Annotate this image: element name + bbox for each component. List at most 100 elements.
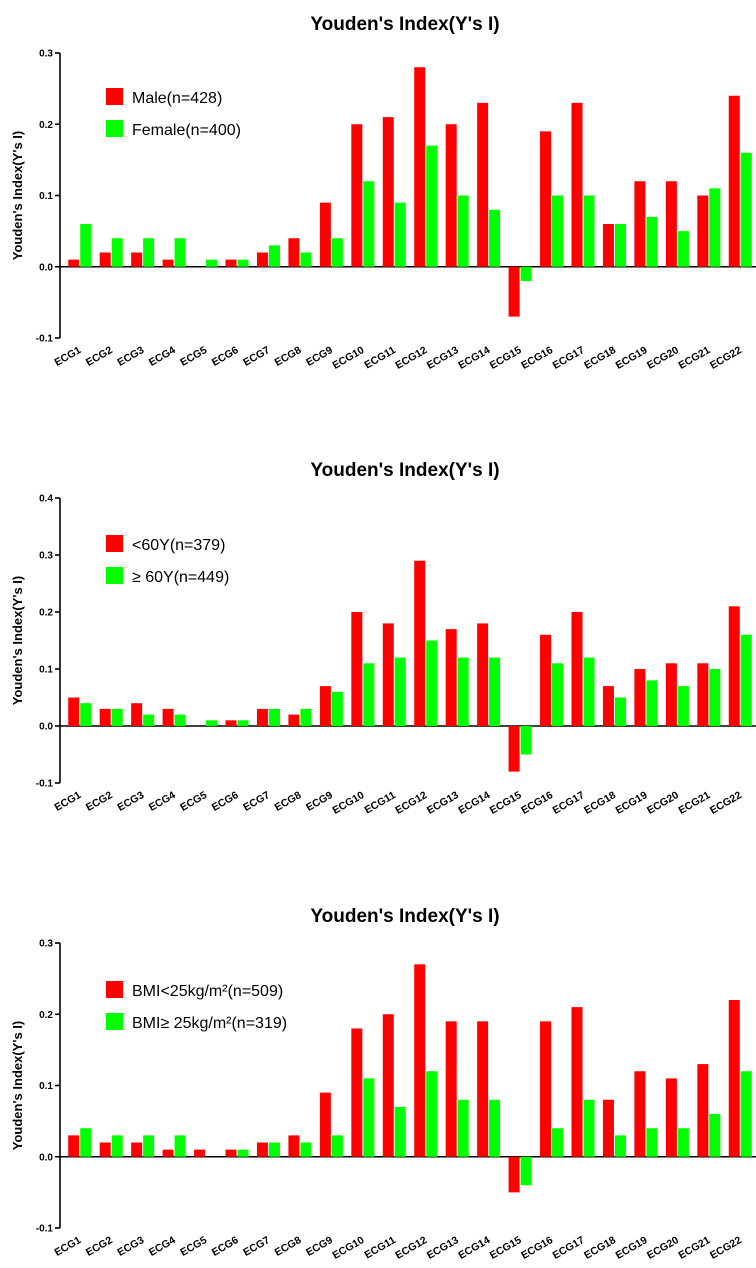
x-tick-label: ECG12 <box>393 344 429 372</box>
bar-ecg14-series-1 <box>477 1021 489 1157</box>
y-axis-label: Youden's Index(Y's I) <box>10 131 25 260</box>
y-tick-label: 0.3 <box>39 939 53 950</box>
bar-ecg9-series-1 <box>319 1092 331 1157</box>
x-tick-label: ECG22 <box>708 789 744 817</box>
x-tick-label: ECG22 <box>708 1234 744 1262</box>
x-tick-label: ECG1 <box>52 344 83 369</box>
legend-swatch-1 <box>106 981 123 998</box>
bar-ecg2-series-1 <box>99 708 111 726</box>
bar-ecg1-series-1 <box>68 259 80 267</box>
bar-ecg5-series-2 <box>206 720 218 726</box>
x-tick-label: ECG21 <box>676 789 712 817</box>
bar-ecg6-series-2 <box>237 259 249 267</box>
x-tick-label: ECG9 <box>304 789 335 814</box>
bar-ecg12-series-1 <box>414 67 426 267</box>
x-tick-label: ECG2 <box>84 789 115 814</box>
bar-ecg15-series-1 <box>508 726 520 772</box>
bar-ecg4-series-2 <box>174 714 186 726</box>
x-tick-label: ECG2 <box>84 344 115 369</box>
bar-ecg2-series-2 <box>111 238 123 267</box>
bar-ecg22-series-1 <box>728 606 740 726</box>
bar-ecg16-series-1 <box>540 131 552 267</box>
x-tick-label: ECG16 <box>519 344 555 372</box>
bar-ecg8-series-2 <box>300 252 312 267</box>
bar-ecg19-series-1 <box>634 181 646 267</box>
x-tick-label: ECG5 <box>178 1234 209 1259</box>
bar-ecg19-series-1 <box>634 669 646 726</box>
bar-ecg6-series-2 <box>237 720 249 726</box>
legend-label-1: BMI<25kg/m²(n=509) <box>132 983 283 1000</box>
bar-ecg17-series-2 <box>583 195 595 267</box>
bar-ecg21-series-2 <box>709 188 721 267</box>
legend-swatch-2 <box>106 567 123 584</box>
bar-ecg7-series-2 <box>268 708 280 726</box>
bar-ecg12-series-1 <box>414 964 426 1157</box>
bar-ecg1-series-2 <box>80 224 92 267</box>
x-tick-label: ECG14 <box>456 1234 492 1262</box>
x-tick-label: ECG5 <box>178 344 209 369</box>
y-tick-label: 0.2 <box>39 608 53 619</box>
bar-ecg4-series-1 <box>162 1149 174 1157</box>
x-tick-label: ECG15 <box>488 1234 524 1262</box>
bar-ecg14-series-1 <box>477 623 489 726</box>
chart-panel-3: Youden's Index(Y's I) Youden's Index(Y's … <box>10 906 756 1262</box>
x-tick-label: ECG18 <box>582 344 618 372</box>
bar-ecg9-series-2 <box>331 691 343 726</box>
x-tick-label: ECG3 <box>115 1234 146 1259</box>
bar-ecg8-series-1 <box>288 238 300 267</box>
bar-ecg6-series-2 <box>237 1149 249 1157</box>
bar-ecg6-series-1 <box>225 720 237 726</box>
bar-ecg7-series-1 <box>256 1142 268 1157</box>
bar-ecg2-series-1 <box>99 252 111 267</box>
bar-ecg17-series-2 <box>583 657 595 726</box>
bar-ecg18-series-1 <box>602 224 614 267</box>
bar-ecg2-series-1 <box>99 1142 111 1157</box>
x-tick-label: ECG15 <box>488 344 524 372</box>
y-tick-label: 0.3 <box>39 49 53 60</box>
bar-ecg9-series-1 <box>319 686 331 726</box>
bar-ecg17-series-2 <box>583 1099 595 1157</box>
bar-ecg22-series-1 <box>728 1000 740 1157</box>
bar-ecg12-series-1 <box>414 560 426 726</box>
x-tick-label: ECG1 <box>52 789 83 814</box>
bar-ecg4-series-1 <box>162 708 174 726</box>
legend-label-1: Male(n=428) <box>132 90 222 107</box>
x-tick-label: ECG8 <box>273 344 304 369</box>
bar-ecg20-series-2 <box>677 1128 689 1157</box>
bar-ecg13-series-1 <box>445 124 457 267</box>
chart-title: Youden's Index(Y's I) <box>310 906 499 927</box>
bar-ecg4-series-2 <box>174 1135 186 1157</box>
bar-ecg11-series-2 <box>394 1106 406 1157</box>
bar-ecg20-series-1 <box>665 181 677 267</box>
bar-ecg21-series-1 <box>697 195 709 267</box>
bar-ecg19-series-2 <box>646 1128 658 1157</box>
x-tick-label: ECG10 <box>330 1234 366 1262</box>
y-tick-label: 0.0 <box>39 262 53 273</box>
x-tick-label: ECG20 <box>645 1234 681 1262</box>
bar-ecg19-series-1 <box>634 1071 646 1157</box>
x-tick-label: ECG20 <box>645 344 681 372</box>
x-tick-label: ECG5 <box>178 789 209 814</box>
bar-ecg21-series-2 <box>709 669 721 726</box>
bar-ecg10-series-1 <box>351 612 363 726</box>
bar-ecg3-series-2 <box>143 238 155 267</box>
bar-ecg8-series-2 <box>300 1142 312 1157</box>
legend-label-1: <60Y(n=379) <box>132 537 225 554</box>
bar-ecg8-series-1 <box>288 714 300 726</box>
bar-ecg6-series-1 <box>225 1149 237 1157</box>
x-tick-label: ECG16 <box>519 789 555 817</box>
x-tick-label: ECG12 <box>393 789 429 817</box>
bar-ecg3-series-1 <box>131 252 143 267</box>
x-tick-label: ECG20 <box>645 789 681 817</box>
y-tick-label: 0.4 <box>39 494 53 505</box>
bar-ecg14-series-2 <box>489 657 501 726</box>
bar-ecg22-series-2 <box>740 152 752 267</box>
x-tick-label: ECG14 <box>456 344 492 372</box>
bar-ecg14-series-2 <box>489 209 501 267</box>
legend-swatch-2 <box>106 1013 123 1030</box>
x-tick-label: ECG9 <box>304 344 335 369</box>
bar-ecg17-series-1 <box>571 1007 583 1157</box>
bar-ecg14-series-1 <box>477 102 489 267</box>
bar-ecg4-series-1 <box>162 259 174 267</box>
x-tick-label: ECG19 <box>614 789 650 817</box>
